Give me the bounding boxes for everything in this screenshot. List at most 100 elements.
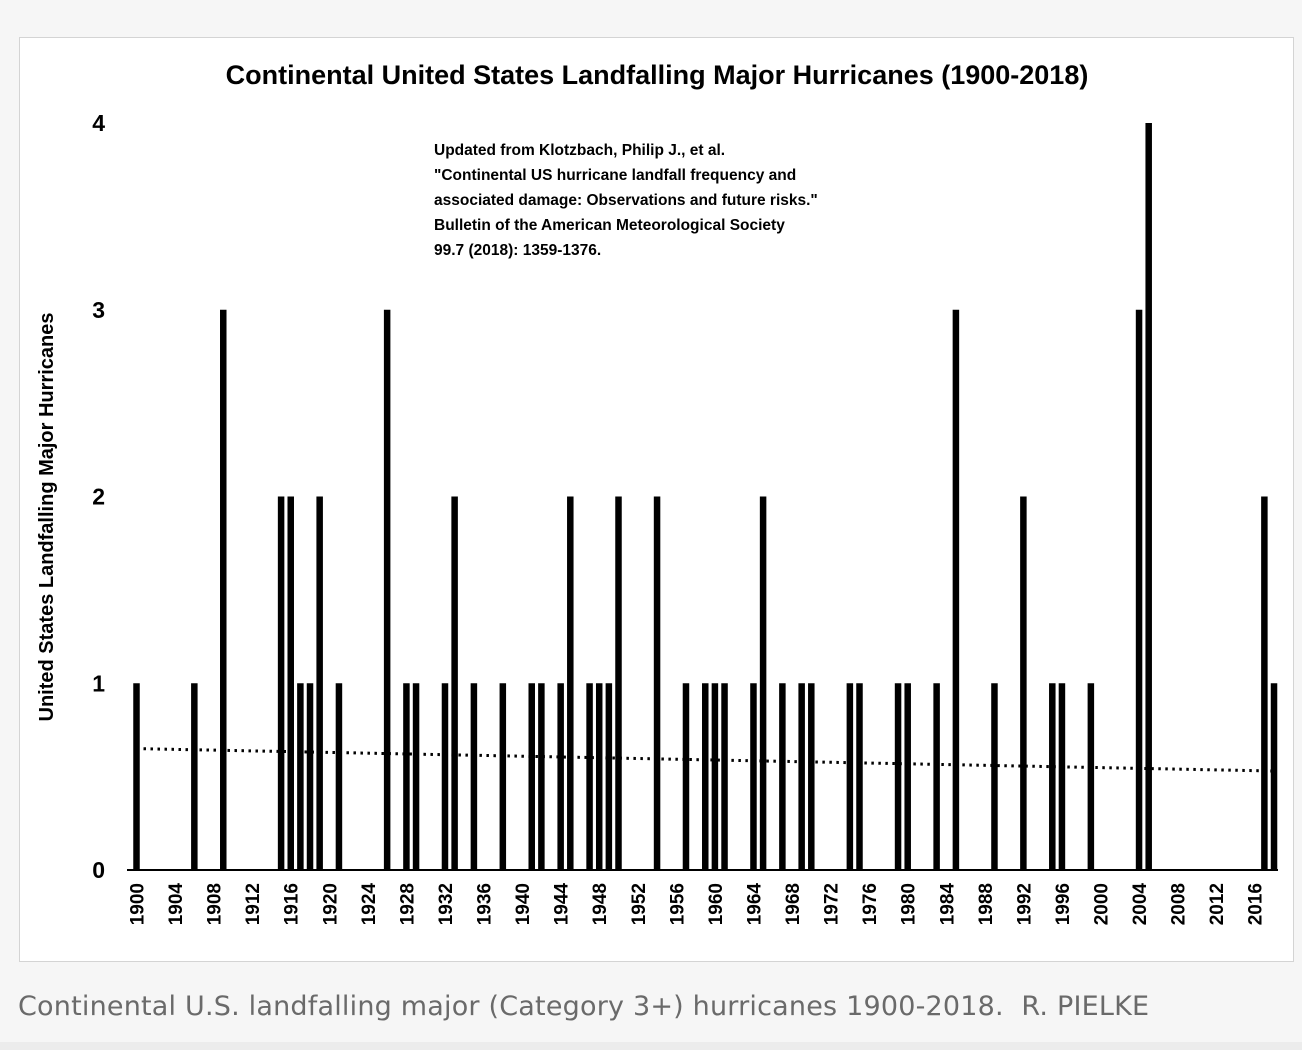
bar-1983 (933, 683, 940, 870)
source-annotation: Updated from Klotzbach, Philip J., et al… (434, 142, 818, 259)
x-tick-label: 1956 (667, 883, 688, 925)
x-tick-label: 2016 (1246, 883, 1267, 925)
chart-figure: Continental United States Landfalling Ma… (19, 37, 1294, 962)
bar-1954 (653, 496, 661, 870)
annotation-line: associated damage: Observations and futu… (434, 192, 818, 209)
bar-1969 (798, 683, 805, 870)
caption-credit: R. PIELKE (1021, 991, 1150, 1022)
x-tick-label: 1924 (359, 883, 380, 926)
figure-caption: Continental U.S. landfalling major (Cate… (18, 991, 1149, 1022)
x-tick-label: 1908 (205, 883, 226, 925)
x-tick-label: 2000 (1092, 883, 1113, 925)
bar-2005 (1145, 123, 1152, 870)
bar-1915 (277, 496, 285, 870)
bar-1932 (441, 683, 449, 870)
x-tick-label: 1980 (899, 883, 920, 925)
bar-1928 (403, 683, 410, 870)
bar-1979 (894, 683, 902, 870)
bar-2004 (1135, 309, 1143, 870)
bar-1949 (605, 683, 613, 870)
hurricane-bar-chart: Continental United States Landfalling Ma… (36, 60, 1278, 926)
bar-1989 (991, 683, 998, 870)
bar-1961 (721, 683, 728, 870)
y-tick-label: 0 (92, 857, 105, 883)
bar-1944 (557, 683, 564, 870)
x-tick-labels: 1900 1904 1908 1912 1916 1920 1924 1928 1932 1936… (128, 883, 1267, 926)
x-tick-label: 2008 (1169, 883, 1190, 925)
x-tick-label: 1948 (590, 883, 611, 925)
bar-1970 (808, 683, 815, 870)
x-tick-label: 1936 (475, 883, 496, 925)
x-tick-label: 1968 (783, 883, 804, 925)
bar-1960 (711, 683, 719, 870)
annotation-line: Updated from Klotzbach, Philip J., et al… (434, 142, 725, 159)
annotation-line: 99.7 (2018): 1359-1376. (434, 242, 601, 259)
bar-1935 (470, 683, 478, 870)
y-tick-label: 3 (92, 297, 105, 323)
bar-1980 (904, 683, 911, 870)
caption-text: Continental U.S. landfalling major (Cate… (18, 991, 1004, 1022)
x-tick-label: 1976 (860, 883, 881, 925)
bar-1985 (952, 309, 960, 870)
annotation-line: "Continental US hurricane landfall frequ… (434, 167, 796, 184)
x-tick-label: 1904 (166, 883, 187, 926)
footer-band (0, 1042, 1302, 1050)
bar-1909 (220, 309, 227, 870)
bar-1941 (528, 683, 535, 870)
x-tick-label: 1988 (976, 883, 997, 925)
bar-1938 (499, 683, 507, 870)
bar-1948 (595, 683, 603, 870)
bar-1959 (702, 683, 709, 870)
x-tick-label: 1928 (397, 883, 418, 925)
x-tick-label: 1972 (822, 883, 843, 925)
bar-1926 (383, 309, 391, 870)
y-axis-label: United States Landfalling Major Hurrican… (36, 313, 58, 722)
bar-1933 (451, 496, 458, 870)
bar-1942 (538, 683, 545, 870)
bar-1900 (133, 683, 140, 870)
bar-1996 (1058, 683, 1066, 870)
bar-1918 (306, 683, 314, 870)
y-tick-labels: 0 1 2 3 4 (92, 110, 105, 883)
y-tick-label: 4 (92, 110, 105, 136)
bar-1957 (682, 683, 690, 870)
y-tick-label: 2 (92, 484, 105, 510)
bar-1917 (297, 683, 304, 870)
bar-1921 (335, 683, 343, 870)
bar-1965 (759, 496, 767, 870)
x-tick-label: 1940 (513, 883, 534, 925)
bar-1945 (567, 496, 574, 870)
x-tick-label: 1932 (436, 883, 457, 925)
bar-1950 (615, 496, 622, 870)
x-tick-label: 1916 (282, 883, 303, 925)
bars-layer (133, 123, 1278, 870)
bar-2018 (1270, 683, 1278, 870)
bar-1964 (750, 683, 757, 870)
y-tick-label: 1 (92, 670, 105, 696)
chart-title: Continental United States Landfalling Ma… (226, 60, 1089, 90)
x-tick-label: 2004 (1130, 883, 1151, 926)
bar-1906 (191, 683, 198, 870)
bar-1999 (1087, 683, 1095, 870)
bar-1992 (1020, 496, 1027, 870)
x-tick-label: 1960 (706, 883, 727, 925)
x-tick-label: 1912 (243, 883, 264, 925)
annotation-line: Bulletin of the American Meteorological … (434, 217, 785, 234)
bar-1916 (287, 496, 294, 870)
x-tick-label: 1952 (629, 883, 650, 925)
bar-1974 (846, 683, 854, 870)
bar-1995 (1049, 683, 1056, 870)
bar-2017 (1261, 496, 1268, 870)
bar-1975 (856, 683, 863, 870)
bar-1919 (316, 496, 323, 870)
bar-1947 (586, 683, 593, 870)
x-tick-label: 1992 (1014, 883, 1035, 925)
x-tick-label: 1944 (552, 883, 573, 926)
x-tick-label: 2012 (1207, 883, 1228, 925)
bar-1929 (412, 683, 420, 870)
x-tick-label: 1900 (128, 883, 149, 925)
x-tick-label: 1984 (937, 883, 958, 926)
x-tick-label: 1964 (744, 883, 765, 926)
x-tick-label: 1996 (1053, 883, 1074, 925)
x-tick-label: 1920 (320, 883, 341, 925)
